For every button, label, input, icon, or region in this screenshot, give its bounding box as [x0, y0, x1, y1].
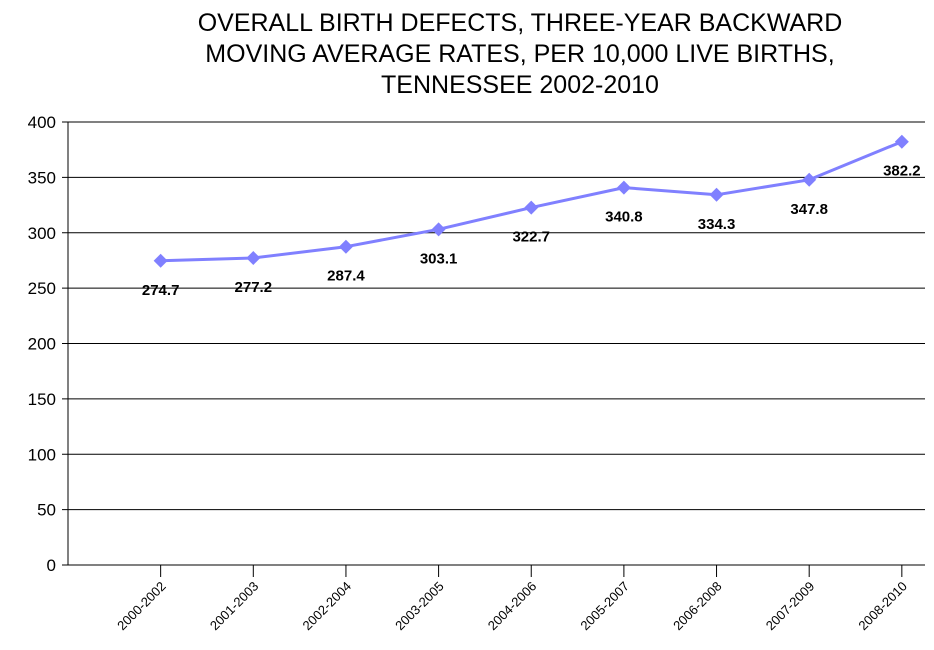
- gridlines: [68, 121, 925, 511]
- data-label: 340.8: [605, 209, 643, 226]
- x-tick-label: 2008-2010: [855, 579, 910, 634]
- x-tick-label: 2004-2006: [485, 579, 540, 634]
- chart-title-line-2: MOVING AVERAGE RATES, PER 10,000 LIVE BI…: [205, 40, 835, 68]
- series-markers: [153, 134, 909, 268]
- data-label: 287.4: [327, 268, 365, 285]
- chart-title: OVERALL BIRTH DEFECTS, THREE-YEAR BACKWA…: [110, 8, 930, 101]
- data-point-marker: [802, 172, 817, 187]
- y-tick-label: 0: [47, 556, 56, 575]
- chart-title-line-1: OVERALL BIRTH DEFECTS, THREE-YEAR BACKWA…: [197, 9, 843, 37]
- y-tick-label: 350: [28, 168, 56, 187]
- y-tick-label: 50: [37, 501, 56, 520]
- data-labels: 274.7 277.2 287.4 303.1 322.7 340.8 334.3 347.8…: [142, 163, 921, 299]
- data-point-marker: [709, 187, 724, 202]
- x-tick-label: 2003-2005: [392, 579, 447, 634]
- y-tick-label: 300: [28, 224, 56, 243]
- x-axis-tick-labels: 2000-2002 2001-2003 2002-2004 2003-2005 2004…: [114, 579, 910, 634]
- data-point-marker: [616, 180, 631, 195]
- data-label: 334.3: [698, 216, 736, 233]
- data-point-marker: [338, 239, 353, 254]
- data-label: 277.2: [235, 279, 273, 296]
- x-tick-label: 2002-2004: [299, 579, 354, 634]
- data-label: 347.8: [790, 201, 828, 218]
- y-tick-label: 150: [28, 390, 56, 409]
- y-tick-label: 250: [28, 279, 56, 298]
- data-label: 322.7: [512, 229, 550, 246]
- x-tick-label: 2007-2009: [763, 579, 818, 634]
- x-tick-label: 2005-2007: [577, 579, 632, 634]
- y-tick-label: 400: [28, 113, 56, 132]
- x-tick-label: 2006-2008: [670, 579, 725, 634]
- data-point-marker: [153, 253, 168, 268]
- chart-title-line-3: TENNESSEE 2002-2010: [381, 71, 659, 99]
- x-tick-label: 2001-2003: [207, 579, 262, 634]
- y-axis-tick-labels: 0 50 100 150 200 250 300 350 400: [28, 113, 56, 575]
- data-label: 303.1: [420, 250, 458, 267]
- axes: [62, 121, 925, 577]
- y-tick-label: 200: [28, 335, 56, 354]
- data-label: 274.7: [142, 282, 180, 299]
- data-label: 382.2: [883, 163, 921, 180]
- data-point-marker: [431, 222, 446, 237]
- x-tick-label: 2000-2002: [114, 579, 169, 634]
- data-point-marker: [524, 200, 539, 215]
- y-tick-label: 100: [28, 445, 56, 464]
- data-point-marker: [894, 134, 909, 149]
- data-point-marker: [246, 251, 261, 266]
